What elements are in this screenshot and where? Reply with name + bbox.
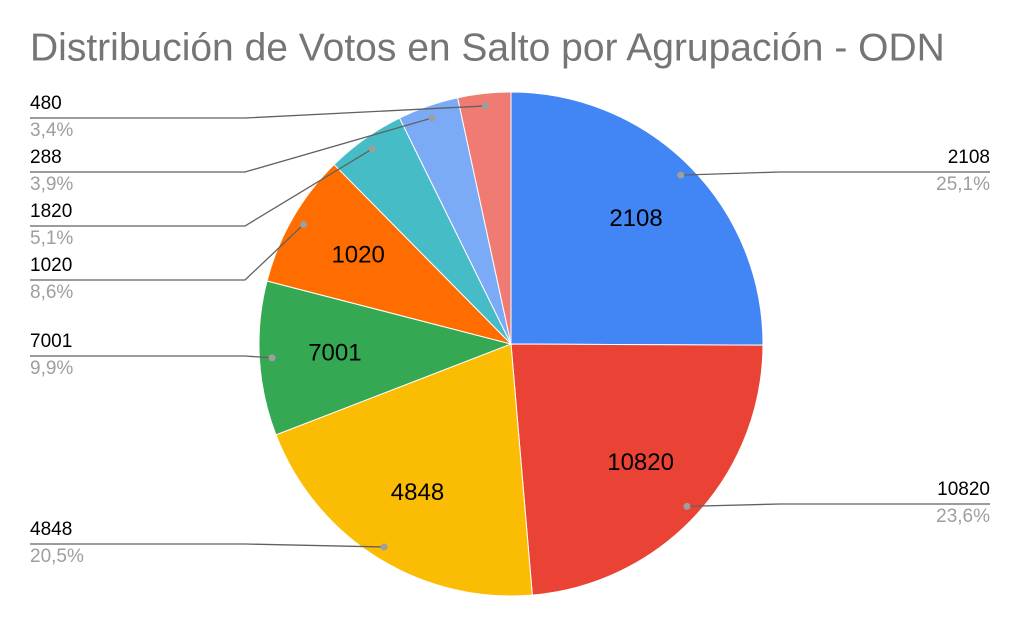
slice-label: 4848 — [391, 479, 444, 506]
slice-label: 7001 — [308, 340, 361, 367]
percent-label: 9,9% — [30, 358, 73, 379]
pie-slice — [510, 343, 764, 596]
count-label: 7001 — [30, 331, 72, 352]
percent-label: 23,6% — [936, 506, 990, 527]
percent-label: 25,1% — [936, 174, 990, 195]
chart-title: Distribución de Votos en Salto por Agrup… — [30, 26, 945, 69]
pie-slice — [266, 163, 513, 345]
percent-label: 8,6% — [30, 282, 73, 303]
leader-dot — [482, 102, 490, 110]
leader-dot — [268, 354, 276, 362]
leader-line — [30, 117, 433, 173]
slice-label: 2108 — [609, 205, 662, 232]
leader-line — [30, 543, 385, 548]
count-label: 10820 — [937, 479, 990, 500]
percent-label: 3,9% — [30, 174, 73, 195]
leader-line — [686, 503, 990, 508]
leader-dot — [428, 114, 436, 122]
leader-dot — [683, 502, 691, 510]
count-label: 480 — [30, 93, 62, 114]
pie-slice — [457, 91, 512, 345]
leader-dot — [380, 543, 388, 551]
pie-slice — [275, 343, 533, 597]
pie-slice — [510, 91, 764, 346]
leader-line — [680, 171, 990, 176]
count-label: 288 — [30, 147, 62, 168]
count-label: 1820 — [30, 201, 72, 222]
leader-dot — [677, 171, 685, 179]
percent-label: 3,4% — [30, 120, 73, 141]
leader-dot — [368, 145, 376, 153]
leader-line — [30, 148, 373, 227]
pie-slice — [258, 280, 513, 436]
slice-label: 1020 — [331, 241, 384, 268]
count-label: 4848 — [30, 519, 72, 540]
slice-label: 10820 — [607, 449, 674, 476]
leader-line — [30, 224, 304, 281]
count-label: 1020 — [30, 255, 72, 276]
leader-dot — [300, 221, 308, 229]
percent-label: 5,1% — [30, 228, 73, 249]
leader-line — [30, 355, 273, 359]
count-label: 2108 — [948, 147, 990, 168]
percent-label: 20,5% — [30, 546, 84, 567]
leader-line — [30, 105, 486, 119]
